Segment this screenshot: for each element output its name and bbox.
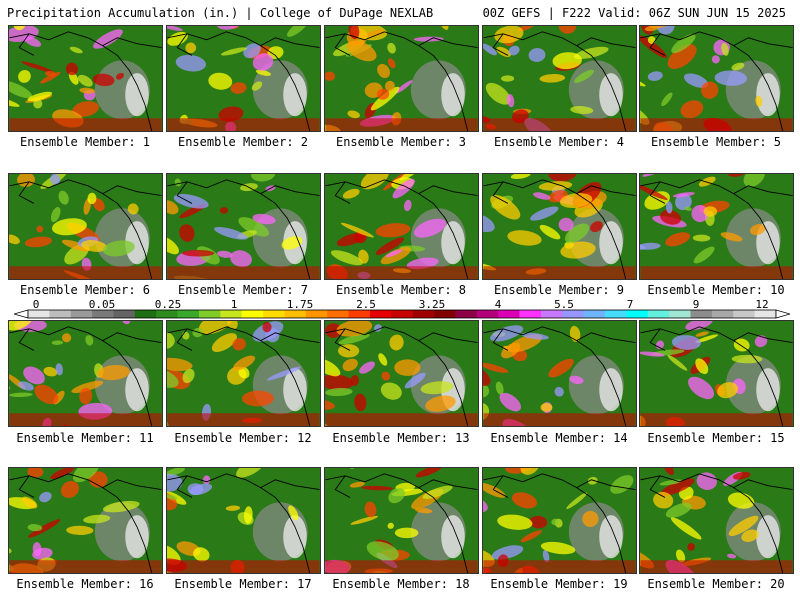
member-caption: Ensemble Member: 9 [493,283,625,297]
colorbar-segment [156,310,178,318]
colorbar-segment [198,310,221,318]
colorbar-tick-label: 4 [494,298,502,311]
colorbar-right-arrow [775,309,790,319]
member-caption: Ensemble Member: 3 [335,135,467,149]
member-caption: Ensemble Member: 15 [647,431,785,445]
ensemble-member-map [639,320,794,427]
colorbar-segment [70,310,93,318]
member-caption: Ensemble Member: 1 [19,135,151,149]
colorbar-segment [605,310,627,318]
colorbar-segment [28,310,50,318]
ensemble-member-map [482,467,637,574]
member-caption: Ensemble Member: 19 [490,577,628,591]
colorbar-segment [647,310,670,318]
colorbar-segment [626,310,649,318]
colorbar-segment [690,310,713,318]
member-caption: Ensemble Member: 20 [647,577,785,591]
ensemble-member-map [166,173,321,280]
colorbar-tick-label: 7 [626,298,634,311]
member-caption: Ensemble Member: 5 [650,135,782,149]
colorbar-tick-label: 3.25 [418,298,446,311]
colorbar-segment [498,310,520,318]
colorbar-segment [113,310,136,318]
colorbar-segment [434,310,456,318]
colorbar-tick-label: 1.75 [286,298,314,311]
colorbar-tick-label: 1 [230,298,238,311]
colorbar-segment [49,310,72,318]
colorbar-left-arrow [14,309,29,319]
member-caption: Ensemble Member: 14 [490,431,628,445]
colorbar-tick-label: 0 [32,298,40,311]
ensemble-member-map [482,173,637,280]
ensemble-member-map [324,320,479,427]
colorbar-segment [754,310,777,318]
colorbar-tick-label: 9 [692,298,700,311]
member-caption: Ensemble Member: 17 [174,577,312,591]
colorbar-segment [177,310,200,318]
colorbar-tick-label: 12 [755,298,769,311]
colorbar-tick-label: 0.05 [88,298,116,311]
ensemble-member-map [166,467,321,574]
ensemble-member-map [8,320,163,427]
member-caption: Ensemble Member: 10 [647,283,785,297]
member-caption: Ensemble Member: 8 [335,283,467,297]
colorbar-segment [455,310,478,318]
ensemble-member-map [8,467,163,574]
colorbar-segment [348,310,371,318]
precip-colorbar [14,309,790,319]
colorbar-segment [327,310,349,318]
ensemble-member-map [639,25,794,132]
colorbar-segment [669,310,691,318]
colorbar-tick-label: 2.5 [356,298,376,311]
member-caption: Ensemble Member: 2 [177,135,309,149]
ensemble-member-map [8,173,163,280]
member-caption: Ensemble Member: 4 [493,135,625,149]
ensemble-member-map [482,320,637,427]
member-caption: Ensemble Member: 6 [19,283,151,297]
member-caption: Ensemble Member: 16 [16,577,154,591]
ensemble-member-map [166,25,321,132]
colorbar-segment [391,310,413,318]
colorbar-segment [476,310,499,318]
colorbar-segment [305,310,328,318]
member-caption: Ensemble Member: 12 [174,431,312,445]
ensemble-member-map [166,320,321,427]
member-caption: Ensemble Member: 18 [332,577,470,591]
ensemble-member-map [8,25,163,132]
colorbar-segment [733,310,755,318]
colorbar-segment [711,310,734,318]
colorbar-segment [263,310,285,318]
colorbar-segment [412,310,435,318]
colorbar-segment [92,310,114,318]
member-caption: Ensemble Member: 13 [332,431,470,445]
colorbar-segment [519,310,542,318]
member-caption: Ensemble Member: 7 [177,283,309,297]
colorbar-segment [241,310,264,318]
colorbar-segment [369,310,392,318]
ensemble-member-map [639,467,794,574]
ensemble-member-map [639,173,794,280]
ensemble-member-map [482,25,637,132]
colorbar-segment [540,310,563,318]
ensemble-member-map [324,173,479,280]
ensemble-member-map [324,25,479,132]
colorbar-segment [284,310,307,318]
valid-time-label: 00Z GEFS | F222 Valid: 06Z SUN JUN 15 20… [482,6,786,20]
colorbar-segment [583,310,606,318]
colorbar-segment [562,310,584,318]
member-caption: Ensemble Member: 11 [16,431,154,445]
colorbar-segment [134,310,157,318]
colorbar-tick-label: 0.25 [154,298,182,311]
map-title: Precipitation Accumulation (in.) | Colle… [7,6,434,20]
ensemble-member-map [324,467,479,574]
colorbar-tick-label: 5.5 [554,298,574,311]
colorbar-segment [220,310,243,318]
